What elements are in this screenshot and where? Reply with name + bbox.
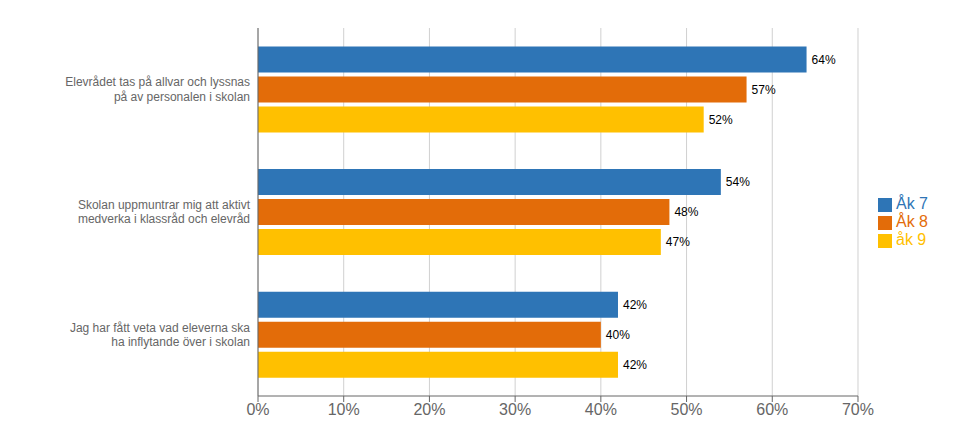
html-text:åk 9: åk 9 <box>896 231 927 248</box>
svg-text:42%: 42% <box>623 298 647 312</box>
svg-text:42%: 42% <box>623 358 647 372</box>
svg-text:40%: 40% <box>606 328 630 342</box>
svg-text:57%: 57% <box>752 83 776 97</box>
svg-text:54%: 54% <box>726 175 750 189</box>
svg-text:64%: 64% <box>812 53 836 67</box>
svg-text:20%: 20% <box>413 401 445 418</box>
svg-text:Elevrådet tas på allvar och ly: Elevrådet tas på allvar och lyssnaspå av… <box>65 75 250 103</box>
svg-text:48%: 48% <box>674 205 698 219</box>
svg-text:47%: 47% <box>666 235 690 249</box>
svg-text:52%: 52% <box>709 113 733 127</box>
svg-text:60%: 60% <box>756 401 788 418</box>
svg-text:40%: 40% <box>585 401 617 418</box>
svg-text:Skolan uppmuntrar mig att akti: Skolan uppmuntrar mig att aktivtmedverka… <box>78 198 251 226</box>
svg-text:50%: 50% <box>671 401 703 418</box>
html-text:Åk 7: Åk 7 <box>896 195 928 212</box>
svg-text:70%: 70% <box>842 401 874 418</box>
svg-text:0%: 0% <box>246 401 269 418</box>
svg-text:Jag har fått veta vad eleverna: Jag har fått veta vad eleverna skaha inf… <box>70 321 250 349</box>
svg-text:30%: 30% <box>499 401 531 418</box>
html-text:Åk 8: Åk 8 <box>896 213 928 230</box>
svg-text:10%: 10% <box>328 401 360 418</box>
